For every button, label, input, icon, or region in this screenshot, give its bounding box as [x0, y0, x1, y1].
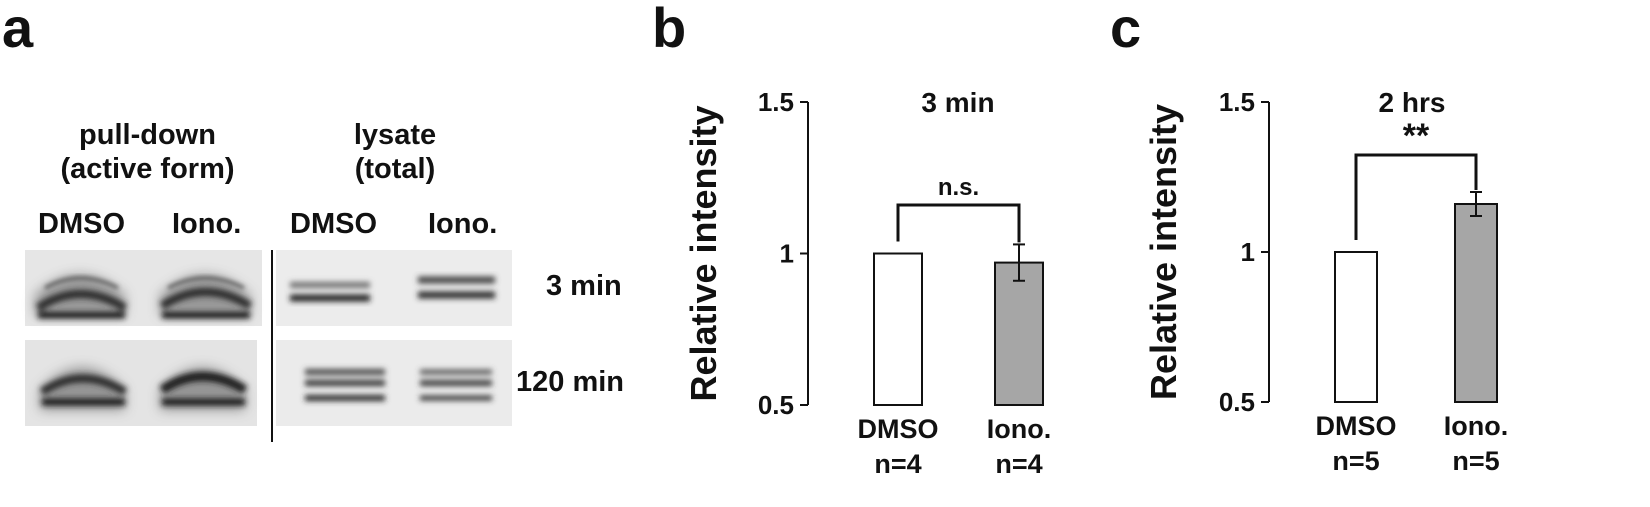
- lysate-header-line1: lysate: [353, 119, 437, 151]
- y-tick-label: 1: [1241, 237, 1255, 267]
- lane-label-iono-lysate: Iono.: [428, 208, 498, 240]
- pulldown-header-line1: pull-down: [79, 119, 216, 151]
- y-tick-label: 1: [780, 239, 794, 269]
- bar-dmso: [1334, 251, 1378, 403]
- lane-label-dmso-pulldown: DMSO: [38, 208, 125, 240]
- lysate-header-line2: (total): [354, 153, 436, 185]
- blot-separator-line: [271, 250, 273, 442]
- panel-letter-c: c: [1110, 0, 1142, 59]
- bar-chart-b: 0.5 1 1.5 Relative intensity 3 min DMSO n=4 Ion…: [683, 87, 1051, 479]
- y-tick-label: 0.5: [758, 390, 794, 420]
- pulldown-header: pull-down (active form): [35, 118, 260, 186]
- lane-label-dmso-lysate: DMSO: [290, 208, 377, 240]
- x-sample-size-label: n=5: [1332, 446, 1379, 476]
- western-blot-image: [25, 250, 512, 426]
- x-sample-size-label: n=4: [874, 449, 921, 479]
- panel-letter-a: a: [2, 0, 34, 59]
- x-category-label: DMSO: [858, 414, 939, 444]
- significance-label: **: [1403, 117, 1430, 155]
- y-tick-label: 1.5: [758, 87, 794, 117]
- significance-bracket: [1354, 153, 1478, 240]
- chart-title: 2 hrs: [1379, 87, 1446, 118]
- bar-chart-c: 0.5 1 1.5 Relative intensity 2 hrs DMSO n=5 Ion…: [1143, 87, 1508, 476]
- significance-bracket: [896, 203, 1021, 243]
- bar-dmso: [873, 252, 923, 406]
- x-category-label: Iono.: [1444, 411, 1508, 441]
- x-category-label: Iono.: [987, 414, 1051, 444]
- y-axis-label: Relative intensity: [683, 105, 724, 401]
- pulldown-header-line2: (active form): [60, 153, 235, 185]
- y-axis-label: Relative intensity: [1143, 104, 1184, 400]
- y-tick-label: 0.5: [1219, 387, 1255, 417]
- chart-title: 3 min: [921, 87, 994, 118]
- time-label-120min: 120 min: [516, 366, 624, 398]
- panel-letter-b: b: [652, 0, 687, 59]
- x-sample-size-label: n=5: [1452, 446, 1499, 476]
- y-tick-label: 1.5: [1219, 87, 1255, 117]
- x-sample-size-label: n=4: [995, 449, 1042, 479]
- lane-label-iono-pulldown: Iono.: [172, 208, 242, 240]
- significance-label: n.s.: [938, 174, 979, 201]
- time-label-3min: 3 min: [546, 270, 622, 302]
- lysate-header: lysate (total): [310, 118, 480, 186]
- bar-iono: [1454, 203, 1498, 403]
- bar-iono: [994, 261, 1044, 406]
- x-category-label: DMSO: [1316, 411, 1397, 441]
